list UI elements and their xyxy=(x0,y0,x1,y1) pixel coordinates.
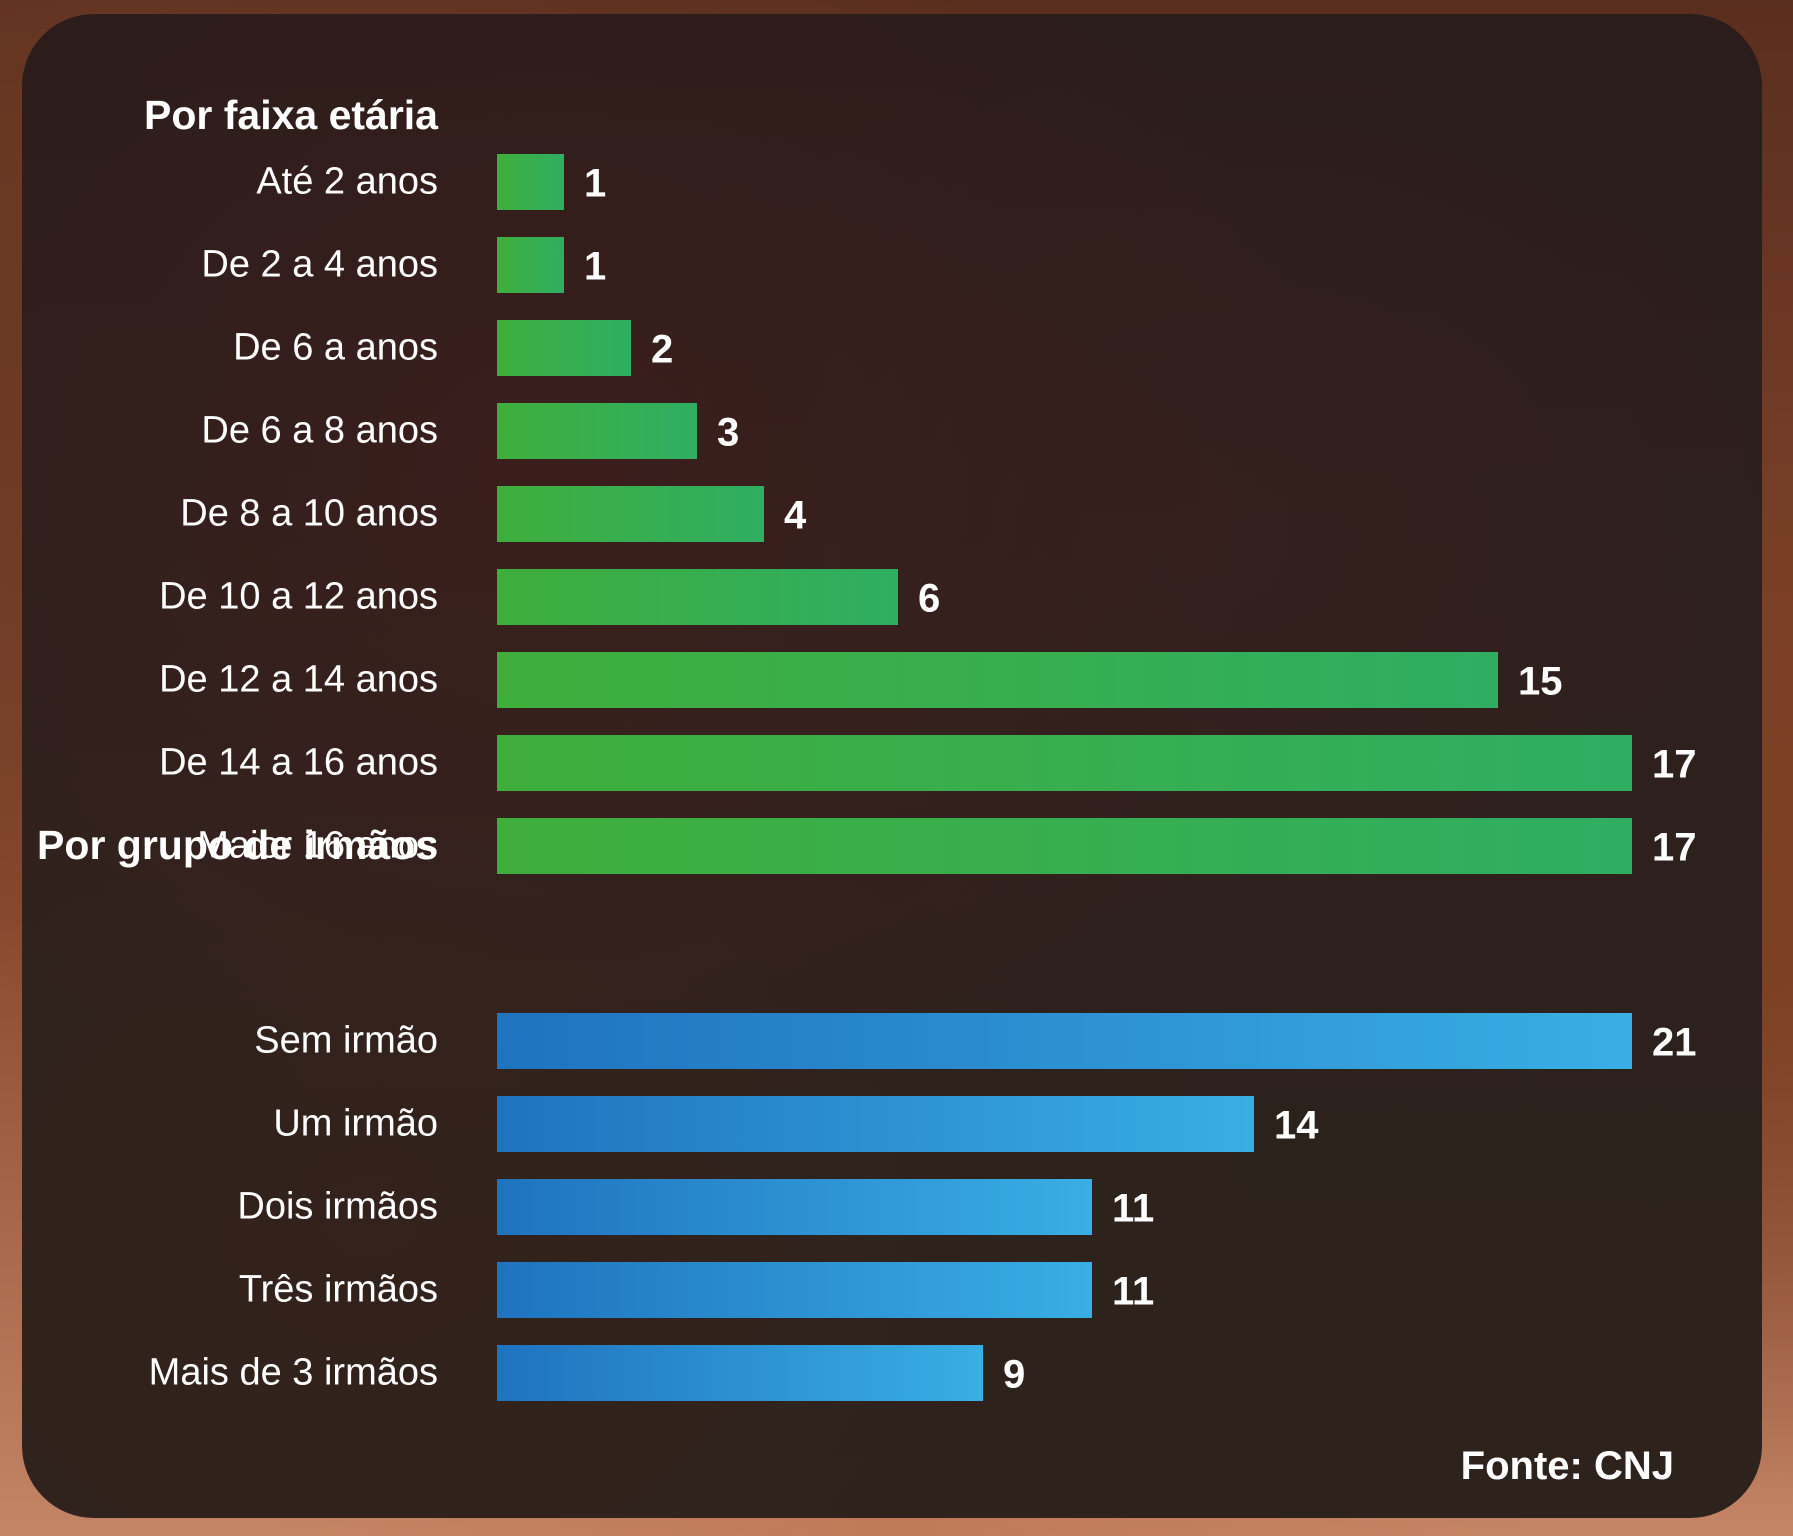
siblings-value-label: 21 xyxy=(1652,1020,1697,1065)
age-value-label: 3 xyxy=(717,410,740,455)
siblings-bar xyxy=(497,1179,1092,1235)
siblings-value-label: 11 xyxy=(1112,1186,1155,1231)
age-category-label: Até 2 anos xyxy=(256,160,438,203)
age-bar xyxy=(497,237,564,293)
age-value-label: 1 xyxy=(584,161,607,206)
age-category-label: De 14 a 16 anos xyxy=(159,741,438,784)
age-category-label: De 8 a 10 anos xyxy=(180,492,438,535)
siblings-category-label: Três irmãos xyxy=(238,1268,438,1311)
age-category-label: De 6 a anos xyxy=(233,326,438,369)
age-category-label: De 2 a 4 anos xyxy=(201,243,438,286)
age-bar xyxy=(497,403,697,459)
siblings-category-label: Mais de 3 irmãos xyxy=(148,1351,438,1394)
siblings-value-label: 14 xyxy=(1274,1103,1319,1148)
age-value-label: 2 xyxy=(651,327,674,372)
age-category-label: De 6 a 8 anos xyxy=(201,409,438,452)
siblings-value-label: 9 xyxy=(1003,1352,1026,1397)
age-value-label: 1 xyxy=(584,244,607,289)
siblings-value-label: 11 xyxy=(1112,1269,1155,1314)
age-bar xyxy=(497,818,1632,874)
age-value-label: 4 xyxy=(784,493,807,538)
age-section-title: Por faixa etária xyxy=(144,92,438,138)
source-note: Fonte: CNJ xyxy=(1460,1444,1674,1488)
siblings-category-label: Dois irmãos xyxy=(237,1185,438,1228)
siblings-bar xyxy=(497,1013,1632,1069)
siblings-section-title: Por grupo de irmãos xyxy=(37,822,438,868)
infographic-panel: Por faixa etária Até 2 anos 1 De 2 a 4 ano… xyxy=(22,14,1762,1518)
age-category-label: Maior 16 anos xyxy=(197,824,438,867)
age-bar xyxy=(497,320,631,376)
siblings-category-label: Sem irmão xyxy=(254,1019,438,1062)
age-category-label: De 10 a 12 anos xyxy=(159,575,438,618)
age-value-label: 17 xyxy=(1652,825,1697,870)
age-bar xyxy=(497,569,898,625)
age-bar xyxy=(497,652,1498,708)
age-category-label: De 12 a 14 anos xyxy=(159,658,438,701)
age-value-label: 6 xyxy=(918,576,941,621)
age-bar xyxy=(497,154,564,210)
age-value-label: 17 xyxy=(1652,742,1697,787)
age-bar xyxy=(497,486,764,542)
siblings-category-label: Um irmão xyxy=(273,1102,438,1145)
age-bar xyxy=(497,735,1632,791)
age-value-label: 15 xyxy=(1518,659,1563,704)
siblings-bar xyxy=(497,1096,1254,1152)
siblings-bar xyxy=(497,1345,983,1401)
siblings-bar xyxy=(497,1262,1092,1318)
